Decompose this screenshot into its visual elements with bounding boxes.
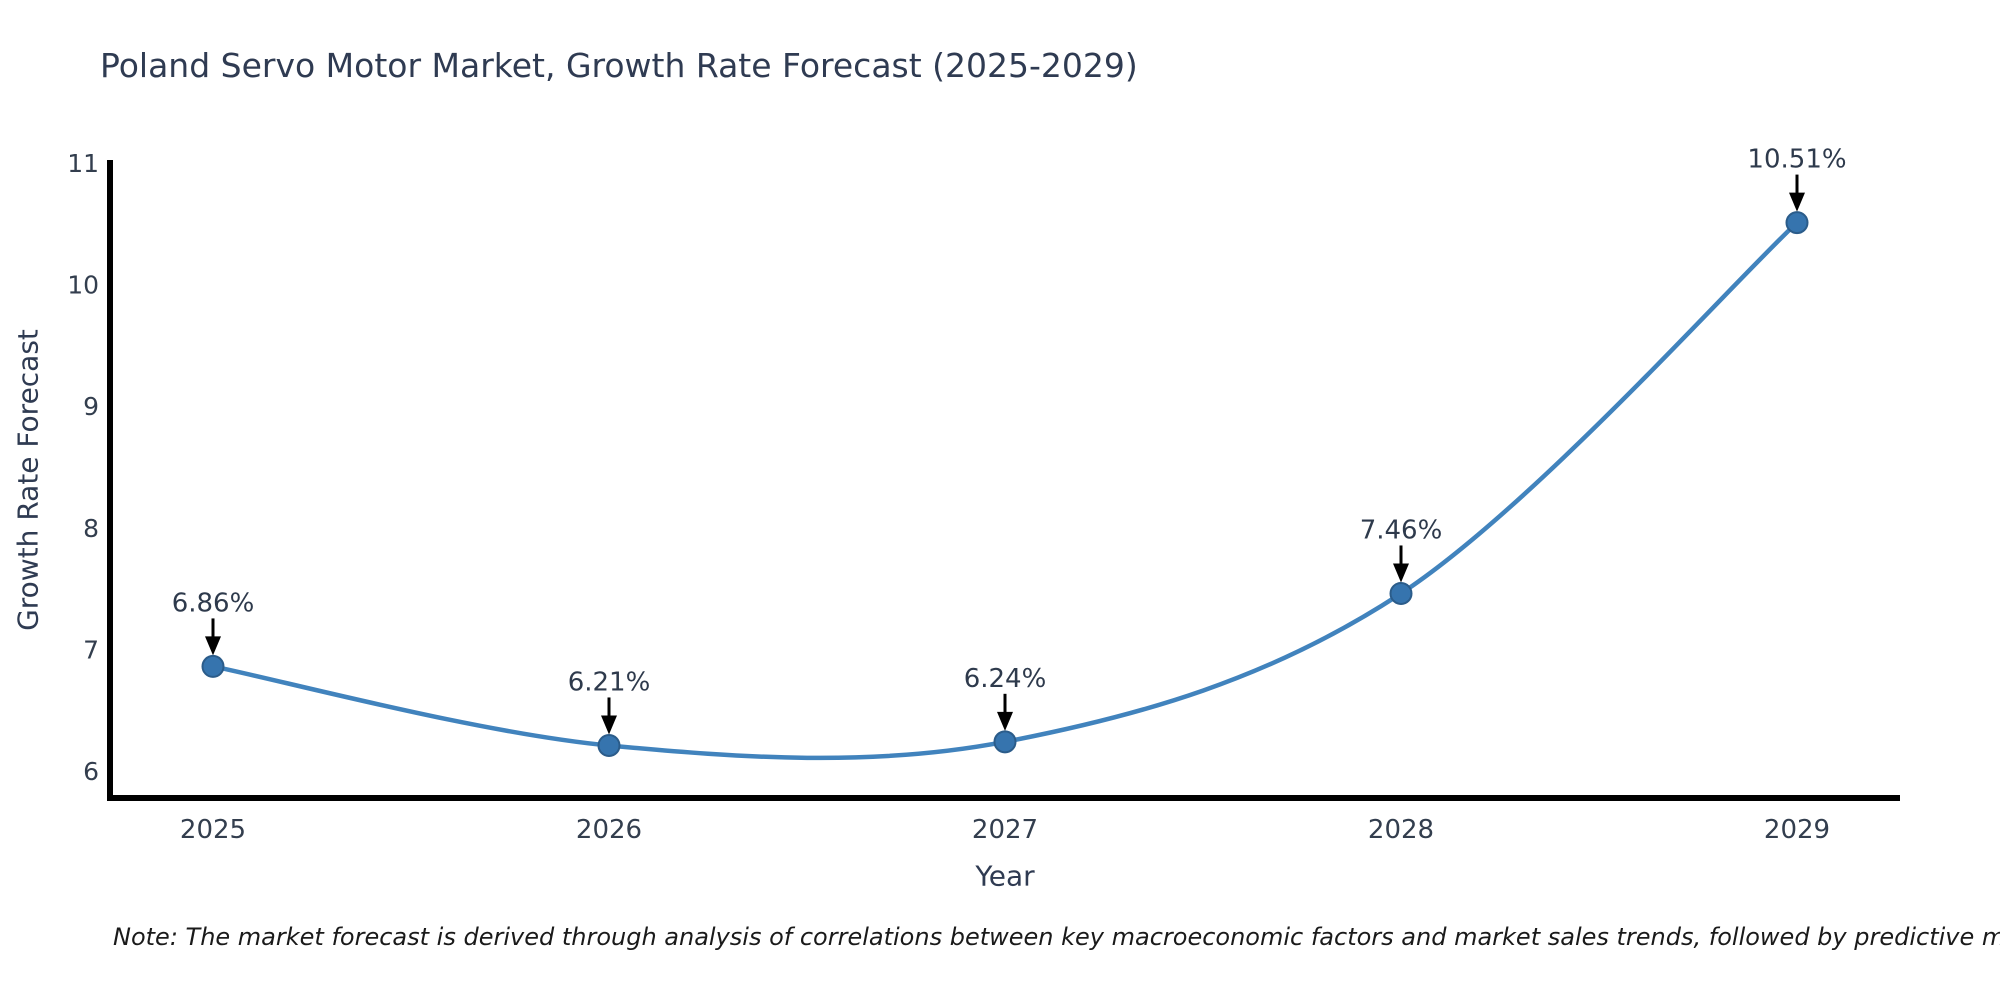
data-point-label: 6.24%	[964, 664, 1047, 694]
annotation-arrow-head	[601, 715, 617, 735]
data-point-label: 7.46%	[1360, 515, 1443, 545]
chart-title: Poland Servo Motor Market, Growth Rate F…	[100, 46, 1138, 85]
annotation-arrow-head	[1789, 192, 1805, 212]
y-tick-label: 9	[83, 392, 99, 421]
x-tick-label: 2025	[180, 815, 246, 845]
annotation-arrow-head	[1393, 563, 1409, 583]
x-tick-label: 2027	[972, 815, 1038, 845]
x-tick-label: 2026	[576, 815, 642, 845]
annotation-arrow-head	[997, 711, 1013, 731]
data-point	[1389, 581, 1413, 605]
data-point-label: 6.86%	[172, 588, 255, 618]
y-tick-label: 11	[67, 149, 99, 178]
y-tick-label: 8	[83, 514, 99, 543]
footnote: Note: The market forecast is derived thr…	[113, 923, 2000, 951]
x-tick-label: 2029	[1764, 815, 1830, 845]
trend-line	[210, 220, 1800, 761]
data-point	[993, 730, 1017, 754]
x-tick-label: 2028	[1368, 815, 1434, 845]
data-point	[201, 654, 225, 678]
data-point	[1785, 211, 1809, 235]
y-tick-label: 7	[83, 635, 99, 664]
data-point-label: 10.51%	[1747, 145, 1846, 175]
data-point-label: 6.21%	[568, 667, 651, 697]
y-tick-label: 10	[67, 271, 99, 300]
x-axis-title: Year	[975, 859, 1035, 893]
data-point	[597, 733, 621, 757]
y-tick-label: 6	[83, 757, 99, 786]
annotation-arrow-head	[205, 636, 221, 656]
